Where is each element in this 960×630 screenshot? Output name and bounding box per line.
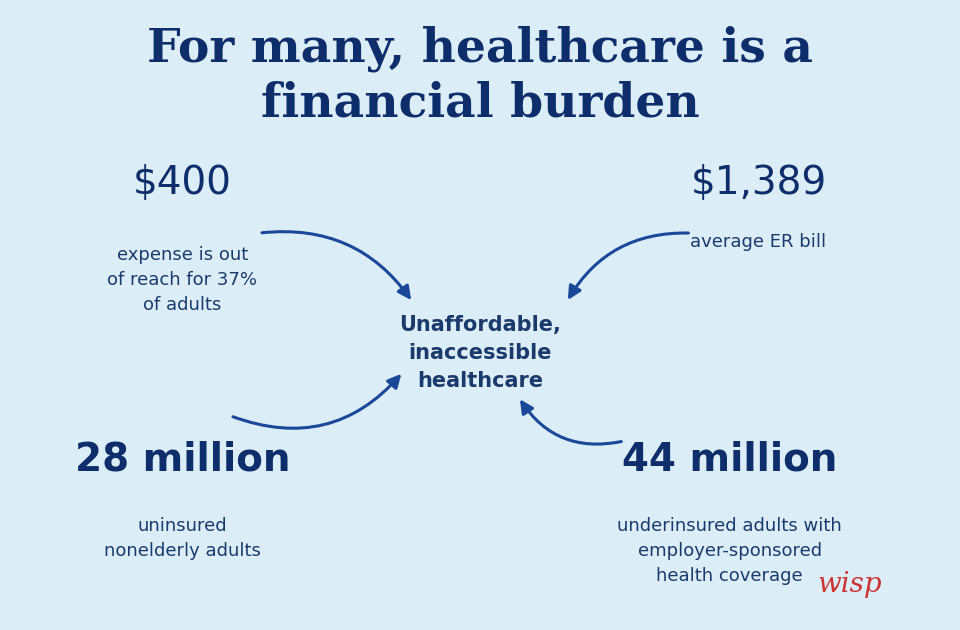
Text: 44 million: 44 million [622,441,837,479]
Text: uninsured
nonelderly adults: uninsured nonelderly adults [104,517,261,559]
Text: $400: $400 [132,164,232,202]
Text: expense is out
of reach for 37%
of adults: expense is out of reach for 37% of adult… [108,246,257,314]
Text: underinsured adults with
employer-sponsored
health coverage: underinsured adults with employer-sponso… [617,517,842,585]
Text: For many, healthcare is a
financial burden: For many, healthcare is a financial burd… [147,25,813,127]
Text: $1,389: $1,389 [690,164,827,202]
Text: average ER bill: average ER bill [690,233,827,251]
Text: 28 million: 28 million [75,441,290,479]
Text: Unaffordable,
inaccessible
healthcare: Unaffordable, inaccessible healthcare [399,315,561,391]
Text: wisp: wisp [817,571,882,598]
